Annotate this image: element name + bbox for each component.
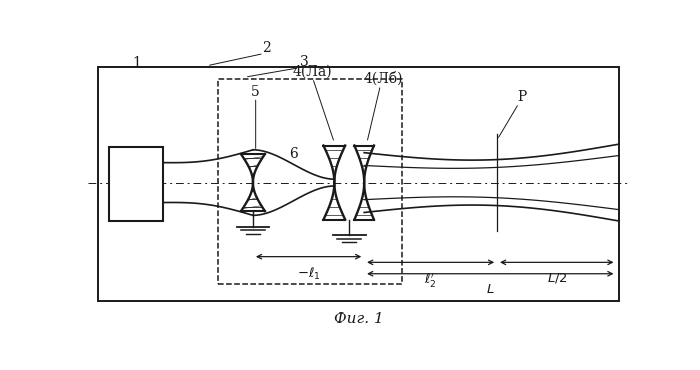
Text: 6: 6 bbox=[289, 147, 298, 161]
Text: Фиг. 1: Фиг. 1 bbox=[334, 312, 384, 326]
Text: 4(Лa): 4(Лa) bbox=[293, 65, 332, 79]
Text: 5: 5 bbox=[251, 85, 260, 99]
Text: 2: 2 bbox=[262, 41, 271, 54]
Bar bbox=[109, 147, 163, 221]
Text: Р: Р bbox=[517, 90, 526, 104]
Text: $L/2$: $L/2$ bbox=[547, 272, 567, 286]
Text: $L$: $L$ bbox=[486, 283, 495, 296]
Text: 3: 3 bbox=[300, 55, 309, 69]
Text: $\ell_2'$: $\ell_2'$ bbox=[424, 272, 437, 289]
Text: 1: 1 bbox=[132, 56, 141, 70]
Text: 4(Лб): 4(Лб) bbox=[363, 71, 403, 86]
Text: $-\ell_1$: $-\ell_1$ bbox=[297, 266, 321, 282]
Bar bbox=[218, 78, 402, 284]
Bar bbox=[98, 67, 619, 301]
